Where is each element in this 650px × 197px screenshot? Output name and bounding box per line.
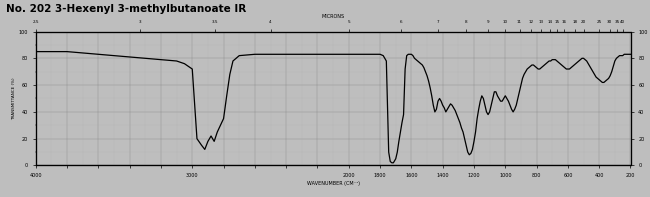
- Y-axis label: TRANSMITTANCE (%): TRANSMITTANCE (%): [12, 77, 16, 120]
- X-axis label: WAVENUMBER (CM⁻¹): WAVENUMBER (CM⁻¹): [307, 181, 359, 186]
- X-axis label: MICRONS: MICRONS: [322, 15, 344, 20]
- Text: No. 202 3-Hexenyl 3-methylbutanoate IR: No. 202 3-Hexenyl 3-methylbutanoate IR: [6, 4, 247, 14]
